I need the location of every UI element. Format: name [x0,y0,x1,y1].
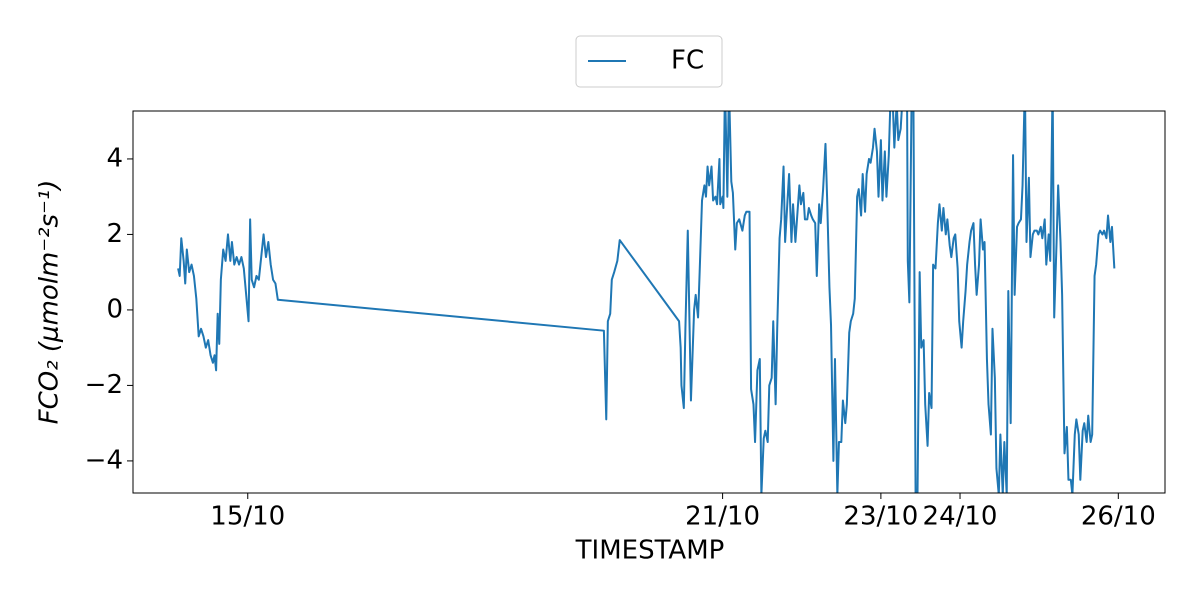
x-tick-label: 21/10 [685,502,760,532]
y-tick-label: 4 [106,143,123,173]
y-tick-label: 2 [106,219,123,249]
y-tick-label: −2 [85,370,123,400]
plot-frame [132,110,1166,494]
x-tick-label: 24/10 [923,502,998,532]
legend-label: FC [671,46,704,76]
x-tick-label: 23/10 [843,502,918,532]
x-tick-label: 15/10 [210,502,285,532]
y-tick-label: −4 [85,445,123,475]
x-axis-label: TIMESTAMP [575,536,725,566]
x-tick-label: 26/10 [1081,502,1156,532]
y-tick-label: 0 [106,294,123,324]
y-axis-label: FCO₂ (μmolm⁻²s⁻¹) [35,180,65,425]
legend-box [575,35,723,88]
data-line [177,111,1116,493]
